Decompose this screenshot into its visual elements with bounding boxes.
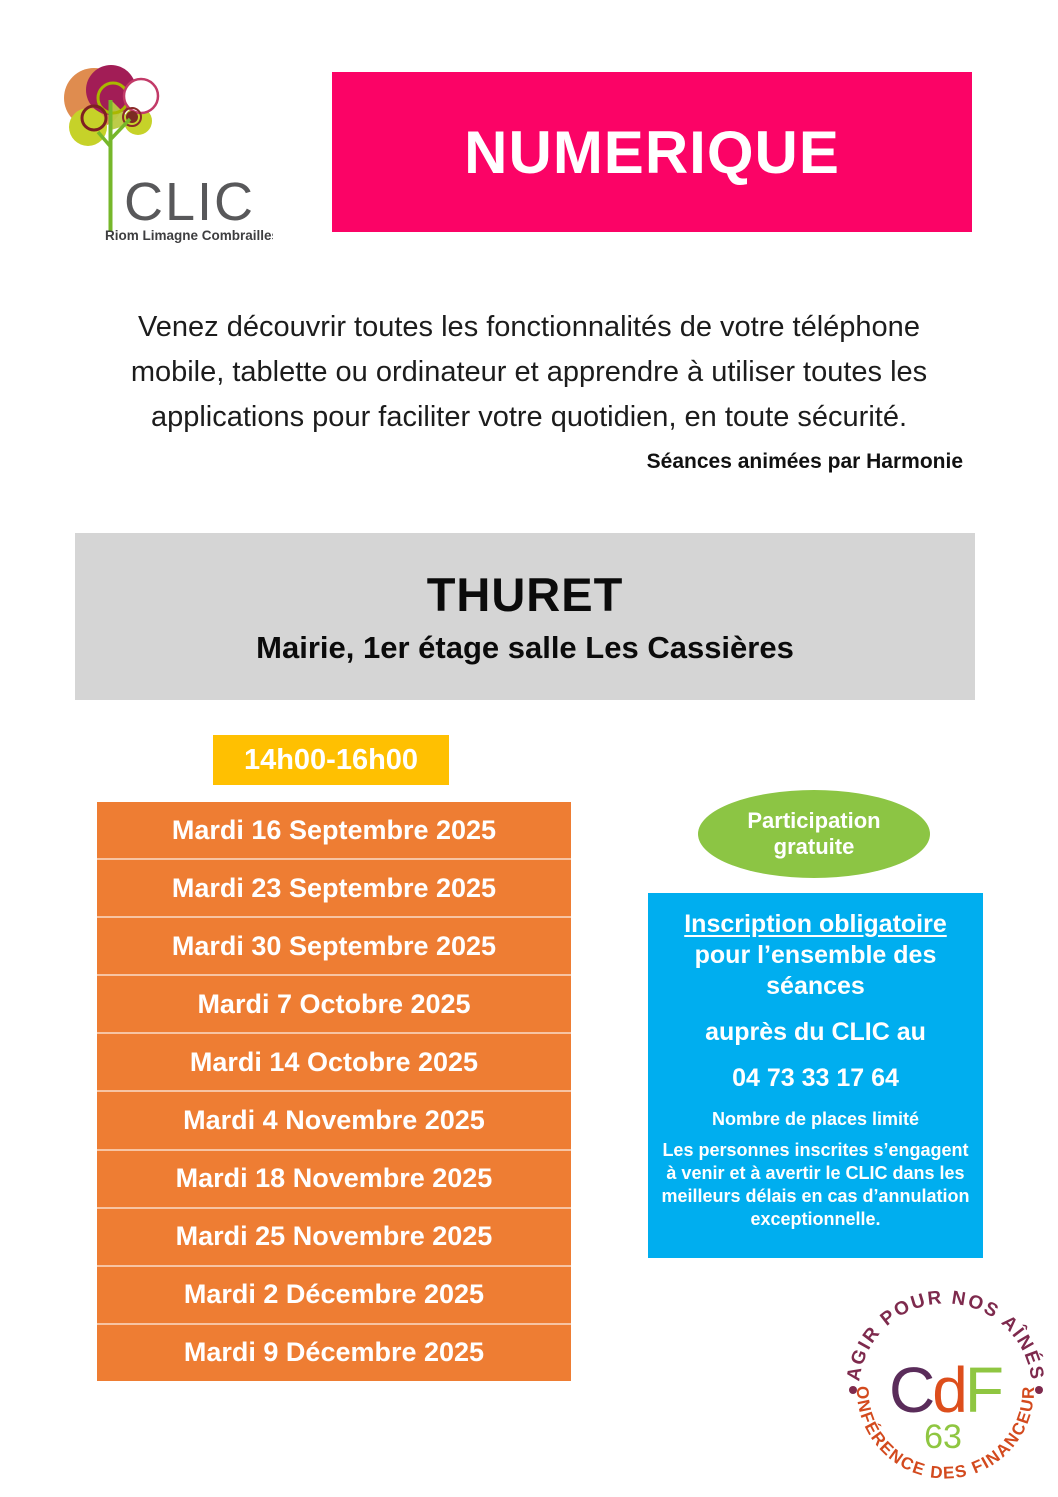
registration-contact: auprès du CLIC au	[705, 1018, 926, 1046]
date-row: Mardi 18 Novembre 2025	[97, 1148, 571, 1207]
animator-note: Séances animées par Harmonie	[646, 450, 963, 473]
city-name: THURET	[426, 568, 624, 621]
registration-note: Les personnes inscrites s’engagent à ven…	[661, 1140, 970, 1229]
intro-text: Venez découvrir toutes les fonctionnalit…	[59, 305, 999, 440]
clic-wordmark: CLIC	[124, 172, 255, 232]
date-row: Mardi 30 Septembre 2025	[97, 916, 571, 974]
cdf-monogram: CdF	[889, 1354, 1002, 1426]
cdf-logo: AGIR POUR NOS AÎNÉS CONFÉRENCE DES FINAN…	[843, 1288, 1046, 1483]
session-dates-list: Mardi 16 Septembre 2025 Mardi 23 Septemb…	[97, 802, 571, 1381]
registration-phone: 04 73 33 17 64	[732, 1064, 899, 1092]
location-box: THURET Mairie, 1er étage salle Les Cassi…	[75, 533, 975, 700]
clic-tree-icon	[64, 65, 160, 232]
registration-subtitle: pour l’ensemble des séances	[694, 941, 937, 1000]
free-participation-badge: Participation gratuite	[698, 790, 930, 878]
registration-places-limit: Nombre de places limité	[711, 1109, 920, 1129]
cdf-right-dot-icon	[1035, 1386, 1043, 1394]
banner-title: NUMERIQUE	[464, 118, 840, 186]
cdf-department-number: 63	[924, 1418, 962, 1456]
date-row: Mardi 16 Septembre 2025	[171, 814, 497, 845]
cdf-left-dot-icon	[849, 1386, 857, 1394]
date-row: Mardi 2 Décembre 2025	[97, 1264, 571, 1323]
time-range: 14h00-16h00	[243, 743, 419, 776]
time-badge: 14h00-16h00	[213, 735, 449, 785]
registration-box: Inscription obligatoire pour l’ensemble …	[648, 893, 983, 1258]
date-row: Mardi 9 Décembre 2025	[97, 1322, 571, 1381]
free-participation-label: Participation gratuite	[747, 808, 881, 859]
registration-title: Inscription obligatoire	[684, 910, 947, 938]
date-row: Mardi 7 Octobre 2025	[97, 974, 571, 1032]
venue-name: Mairie, 1er étage salle Les Cassières	[256, 630, 794, 665]
clic-logo: CLIC Riom Limagne Combrailles	[64, 65, 273, 243]
intro-line: Venez découvrir toutes les fonctionnalit…	[138, 311, 920, 343]
intro-line: mobile, tablette ou ordinateur et appren…	[130, 356, 928, 388]
title-banner: NUMERIQUE	[332, 72, 972, 232]
intro-line: applications pour faciliter votre quotid…	[150, 401, 908, 433]
date-row: Mardi 25 Novembre 2025	[97, 1206, 571, 1265]
date-row: Mardi 4 Novembre 2025	[97, 1090, 571, 1148]
date-row: Mardi 14 Octobre 2025	[97, 1032, 571, 1090]
date-row: Mardi 23 Septembre 2025	[97, 858, 571, 916]
clic-subtitle: Riom Limagne Combrailles	[105, 228, 273, 243]
